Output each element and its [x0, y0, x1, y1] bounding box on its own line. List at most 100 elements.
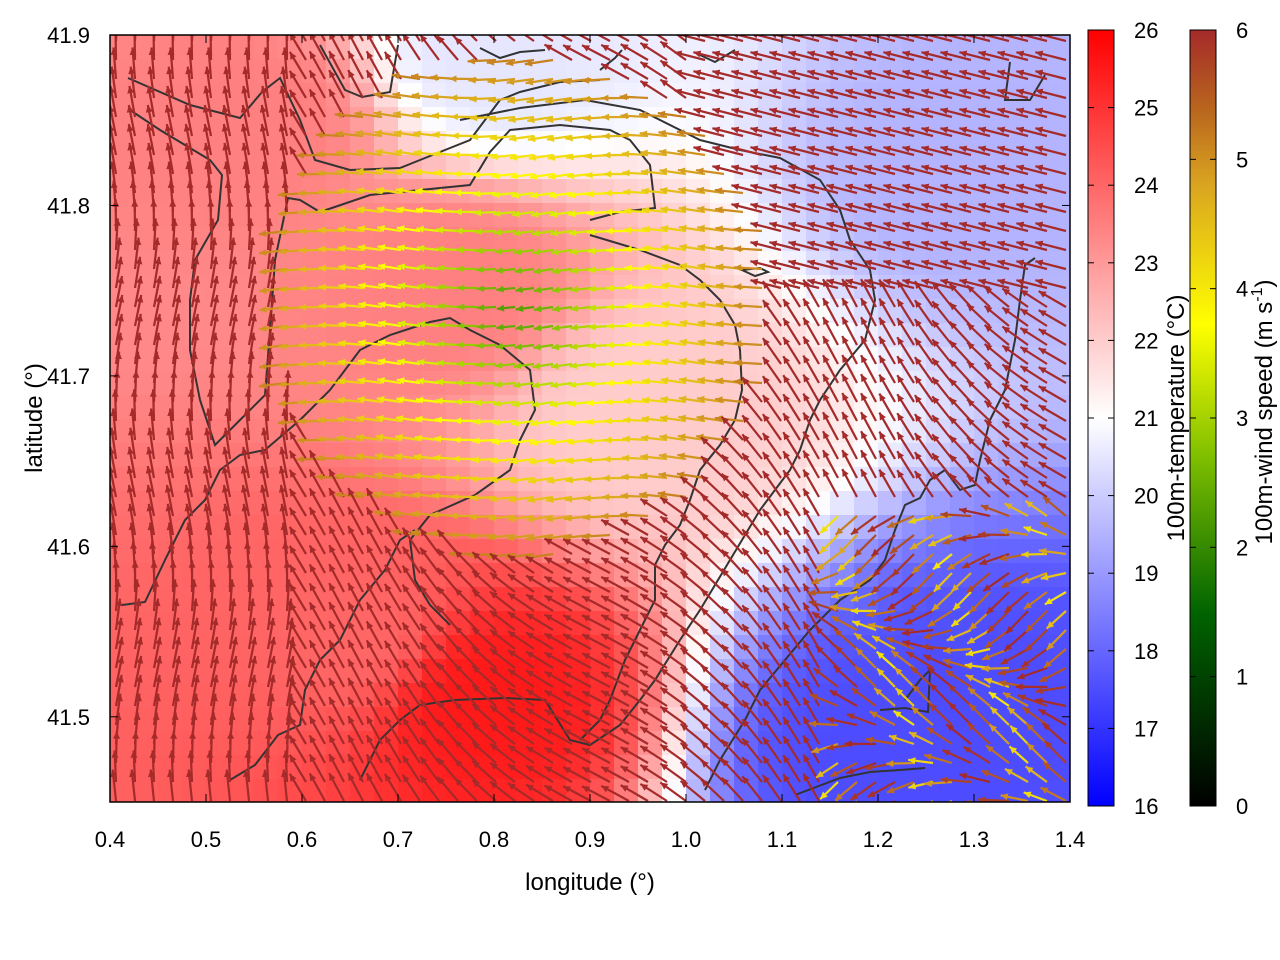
temperature-cell [134, 491, 159, 516]
temperature-cell [950, 443, 975, 468]
temperature-cell [254, 683, 279, 708]
temperature-cell [350, 467, 375, 492]
temperature-cell [902, 275, 927, 300]
wind-arrow-head [247, 9, 254, 16]
temperature-cell [446, 515, 471, 540]
temperature-cell [422, 347, 447, 372]
temperature-cell [374, 347, 399, 372]
temperature-cell [686, 371, 711, 396]
wind-arrow-head [601, 26, 609, 32]
temperature-cell [638, 347, 663, 372]
temperature-cell [710, 515, 735, 540]
temperature-cell [230, 395, 255, 420]
temperature-cell [134, 539, 159, 564]
temperature-cell [230, 35, 255, 60]
temperature-cell [182, 443, 207, 468]
temperature-cell [686, 467, 711, 492]
temperature-cell [662, 155, 687, 180]
temperature-cell [254, 635, 279, 660]
temperature-cell [182, 59, 207, 84]
temperature-cell [878, 755, 903, 780]
temperature-cell [182, 491, 207, 516]
temperature-cell [446, 659, 471, 684]
temperature-cell [134, 779, 159, 802]
temperature-cell [110, 707, 135, 732]
temperature-cell [590, 299, 615, 324]
temperature-cell [422, 467, 447, 492]
plot-area [110, 9, 1070, 802]
wind-arrow-head [385, 14, 392, 22]
temperature-cell [902, 491, 927, 516]
temperature-cell [230, 179, 255, 204]
wind-arrow-head [290, 14, 297, 22]
temperature-cell [878, 491, 903, 516]
temperature-cell [422, 443, 447, 468]
temperature-cell [710, 563, 735, 588]
temperature-cell [230, 515, 255, 540]
temperature-cell [566, 251, 591, 276]
temperature-cell [494, 275, 519, 300]
temperature-cell [158, 707, 183, 732]
temperature-cell [134, 35, 159, 60]
temperature-cell [710, 611, 735, 636]
temperature-cell [446, 59, 471, 84]
wind-arrow-head [472, 20, 480, 27]
temperature-cell [302, 707, 327, 732]
temperature-cell [206, 275, 231, 300]
temperature-cell [230, 131, 255, 156]
temperature-cell [158, 227, 183, 252]
temperature-cell [470, 395, 495, 420]
temperature-cell [134, 155, 159, 180]
temperature-cell [566, 179, 591, 204]
temperature-cell [614, 395, 639, 420]
temperature-cell [902, 419, 927, 444]
temperature-cell [518, 203, 543, 228]
temperature-cell [494, 179, 519, 204]
temperature-cell [446, 755, 471, 780]
temperature-cell [1022, 635, 1047, 660]
temperature-cell [998, 611, 1023, 636]
temperature-cell [998, 515, 1023, 540]
wind-arrow-head [660, 23, 668, 30]
temperature-cell [854, 707, 879, 732]
temperature-cell [518, 491, 543, 516]
temperature-cell [350, 779, 375, 802]
temperature-cell [1022, 731, 1047, 756]
temperature-cell [542, 395, 567, 420]
temperature-cell [254, 611, 279, 636]
temperature-cell [134, 83, 159, 108]
temperature-cell [614, 251, 639, 276]
temperature-cell [158, 587, 183, 612]
wind-arrow-head [367, 13, 374, 21]
temperature-cell [182, 179, 207, 204]
temperature-cell [518, 443, 543, 468]
temperature-cell [302, 251, 327, 276]
temperature-cell [998, 539, 1023, 564]
temperature-cell [158, 683, 183, 708]
wind-arrow-head [285, 9, 292, 16]
temperature-cell [614, 299, 639, 324]
temperature-cell [590, 539, 615, 564]
temperature-cell [422, 59, 447, 84]
temperature-cell [158, 203, 183, 228]
temperature-cell [302, 563, 327, 588]
wind-arrow-head [420, 16, 427, 24]
temperature-cell [494, 491, 519, 516]
temperature-cell [998, 323, 1023, 348]
wind-arrow-head [114, 9, 121, 16]
temperature-cell [470, 155, 495, 180]
temperature-cell [470, 443, 495, 468]
temperature-cell [206, 683, 231, 708]
temperature-cell [1046, 59, 1070, 84]
temperature-cell [638, 395, 663, 420]
temperature-cell [326, 107, 351, 132]
temperature-cell [206, 299, 231, 324]
temperature-cell [422, 107, 447, 132]
temperature-cell [158, 347, 183, 372]
temperature-cell [542, 563, 567, 588]
temperature-cell [734, 347, 759, 372]
temperature-cell [902, 371, 927, 396]
temperature-cell [518, 395, 543, 420]
temperature-cell [398, 59, 423, 84]
